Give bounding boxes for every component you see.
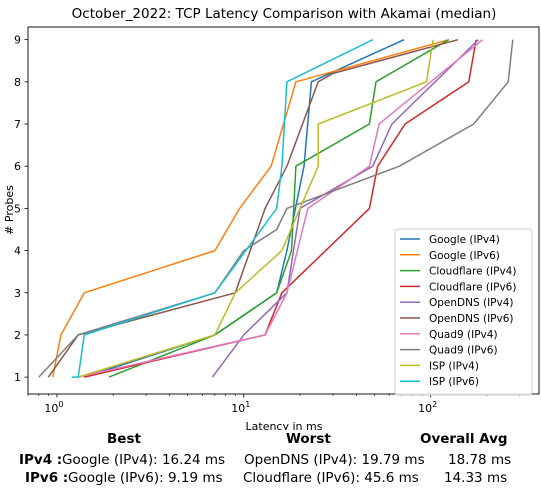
- summary-header-best: Best: [107, 431, 141, 447]
- summary-row-ipv4: IPv4 : Google (IPv4): 16.24 ms OpenDNS (…: [0, 452, 541, 470]
- summary-avg: 18.78 ms: [448, 452, 512, 468]
- series-line-6: [78, 39, 484, 378]
- plot-area: 1 2 3 4 5 6 7 8 9 100 101 102: [14, 34, 521, 415]
- legend: Google (IPv4) Google (IPv6) Cloudflare (IP…: [394, 228, 533, 396]
- series-line-8: [77, 39, 434, 378]
- series-line-9: [71, 39, 374, 378]
- y-tick-label: 9: [14, 34, 21, 47]
- legend-label-5: OpenDNS (IPv6): [429, 313, 514, 325]
- legend-label-1: Google (IPv6): [429, 250, 500, 262]
- legend-label-6: Quad9 (IPv4): [429, 329, 498, 341]
- chart-title: October_2022: TCP Latency Comparison wit…: [72, 6, 497, 22]
- y-tick-label: 6: [14, 160, 21, 173]
- summary-best: Google (IPv6): 9.19 ms: [68, 470, 223, 486]
- y-tick-label: 1: [14, 371, 21, 384]
- summary-worst: Cloudflare (IPv6): 45.6 ms: [243, 470, 419, 486]
- legend-label-2: Cloudflare (IPv4): [429, 266, 516, 278]
- summary-header-avg: Overall Avg: [420, 431, 508, 447]
- legend-label-4: OpenDNS (IPv4): [429, 297, 514, 309]
- series-line-0: [84, 39, 405, 378]
- plot-frame: [27, 26, 540, 395]
- summary-worst: OpenDNS (IPv4): 19.79 ms: [244, 452, 425, 468]
- legend-label-9: ISP (IPv6): [429, 376, 479, 388]
- summary-row-ipv6: IPv6 : Google (IPv6): 9.19 ms Cloudflare…: [0, 470, 541, 488]
- summary-label: IPv6 :: [25, 470, 69, 486]
- x-tick-label: 101: [231, 400, 250, 415]
- x-tick-label: 102: [418, 400, 437, 415]
- y-tick-label: 2: [14, 329, 21, 342]
- legend-label-7: Quad9 (IPv6): [429, 345, 498, 357]
- x-axis-label: Latency in ms: [246, 420, 323, 430]
- legend-label-3: Cloudflare (IPv6): [429, 281, 516, 293]
- legend-label-0: Google (IPv4): [429, 234, 500, 246]
- series-line-2: [108, 39, 450, 378]
- summary-best: Google (IPv4): 16.24 ms: [62, 452, 226, 468]
- latency-chart: October_2022: TCP Latency Comparison wit…: [3, 6, 540, 430]
- summary-header-worst: Worst: [286, 431, 331, 447]
- summary-label: IPv4 :: [19, 452, 63, 468]
- y-tick-label: 5: [14, 202, 21, 215]
- series-line-1: [52, 38, 449, 378]
- y-tick-label: 3: [14, 287, 21, 300]
- legend-frame: [394, 228, 533, 396]
- summary-avg: 14.33 ms: [444, 470, 508, 486]
- y-tick-label: 8: [14, 76, 21, 89]
- x-tick-label: 100: [44, 400, 63, 415]
- series-line-7: [38, 39, 514, 378]
- y-tick-label: 4: [14, 245, 21, 258]
- y-tick-label: 7: [14, 118, 21, 131]
- y-axis-label: # Probes: [3, 185, 16, 235]
- legend-label-8: ISP (IPv4): [429, 360, 479, 372]
